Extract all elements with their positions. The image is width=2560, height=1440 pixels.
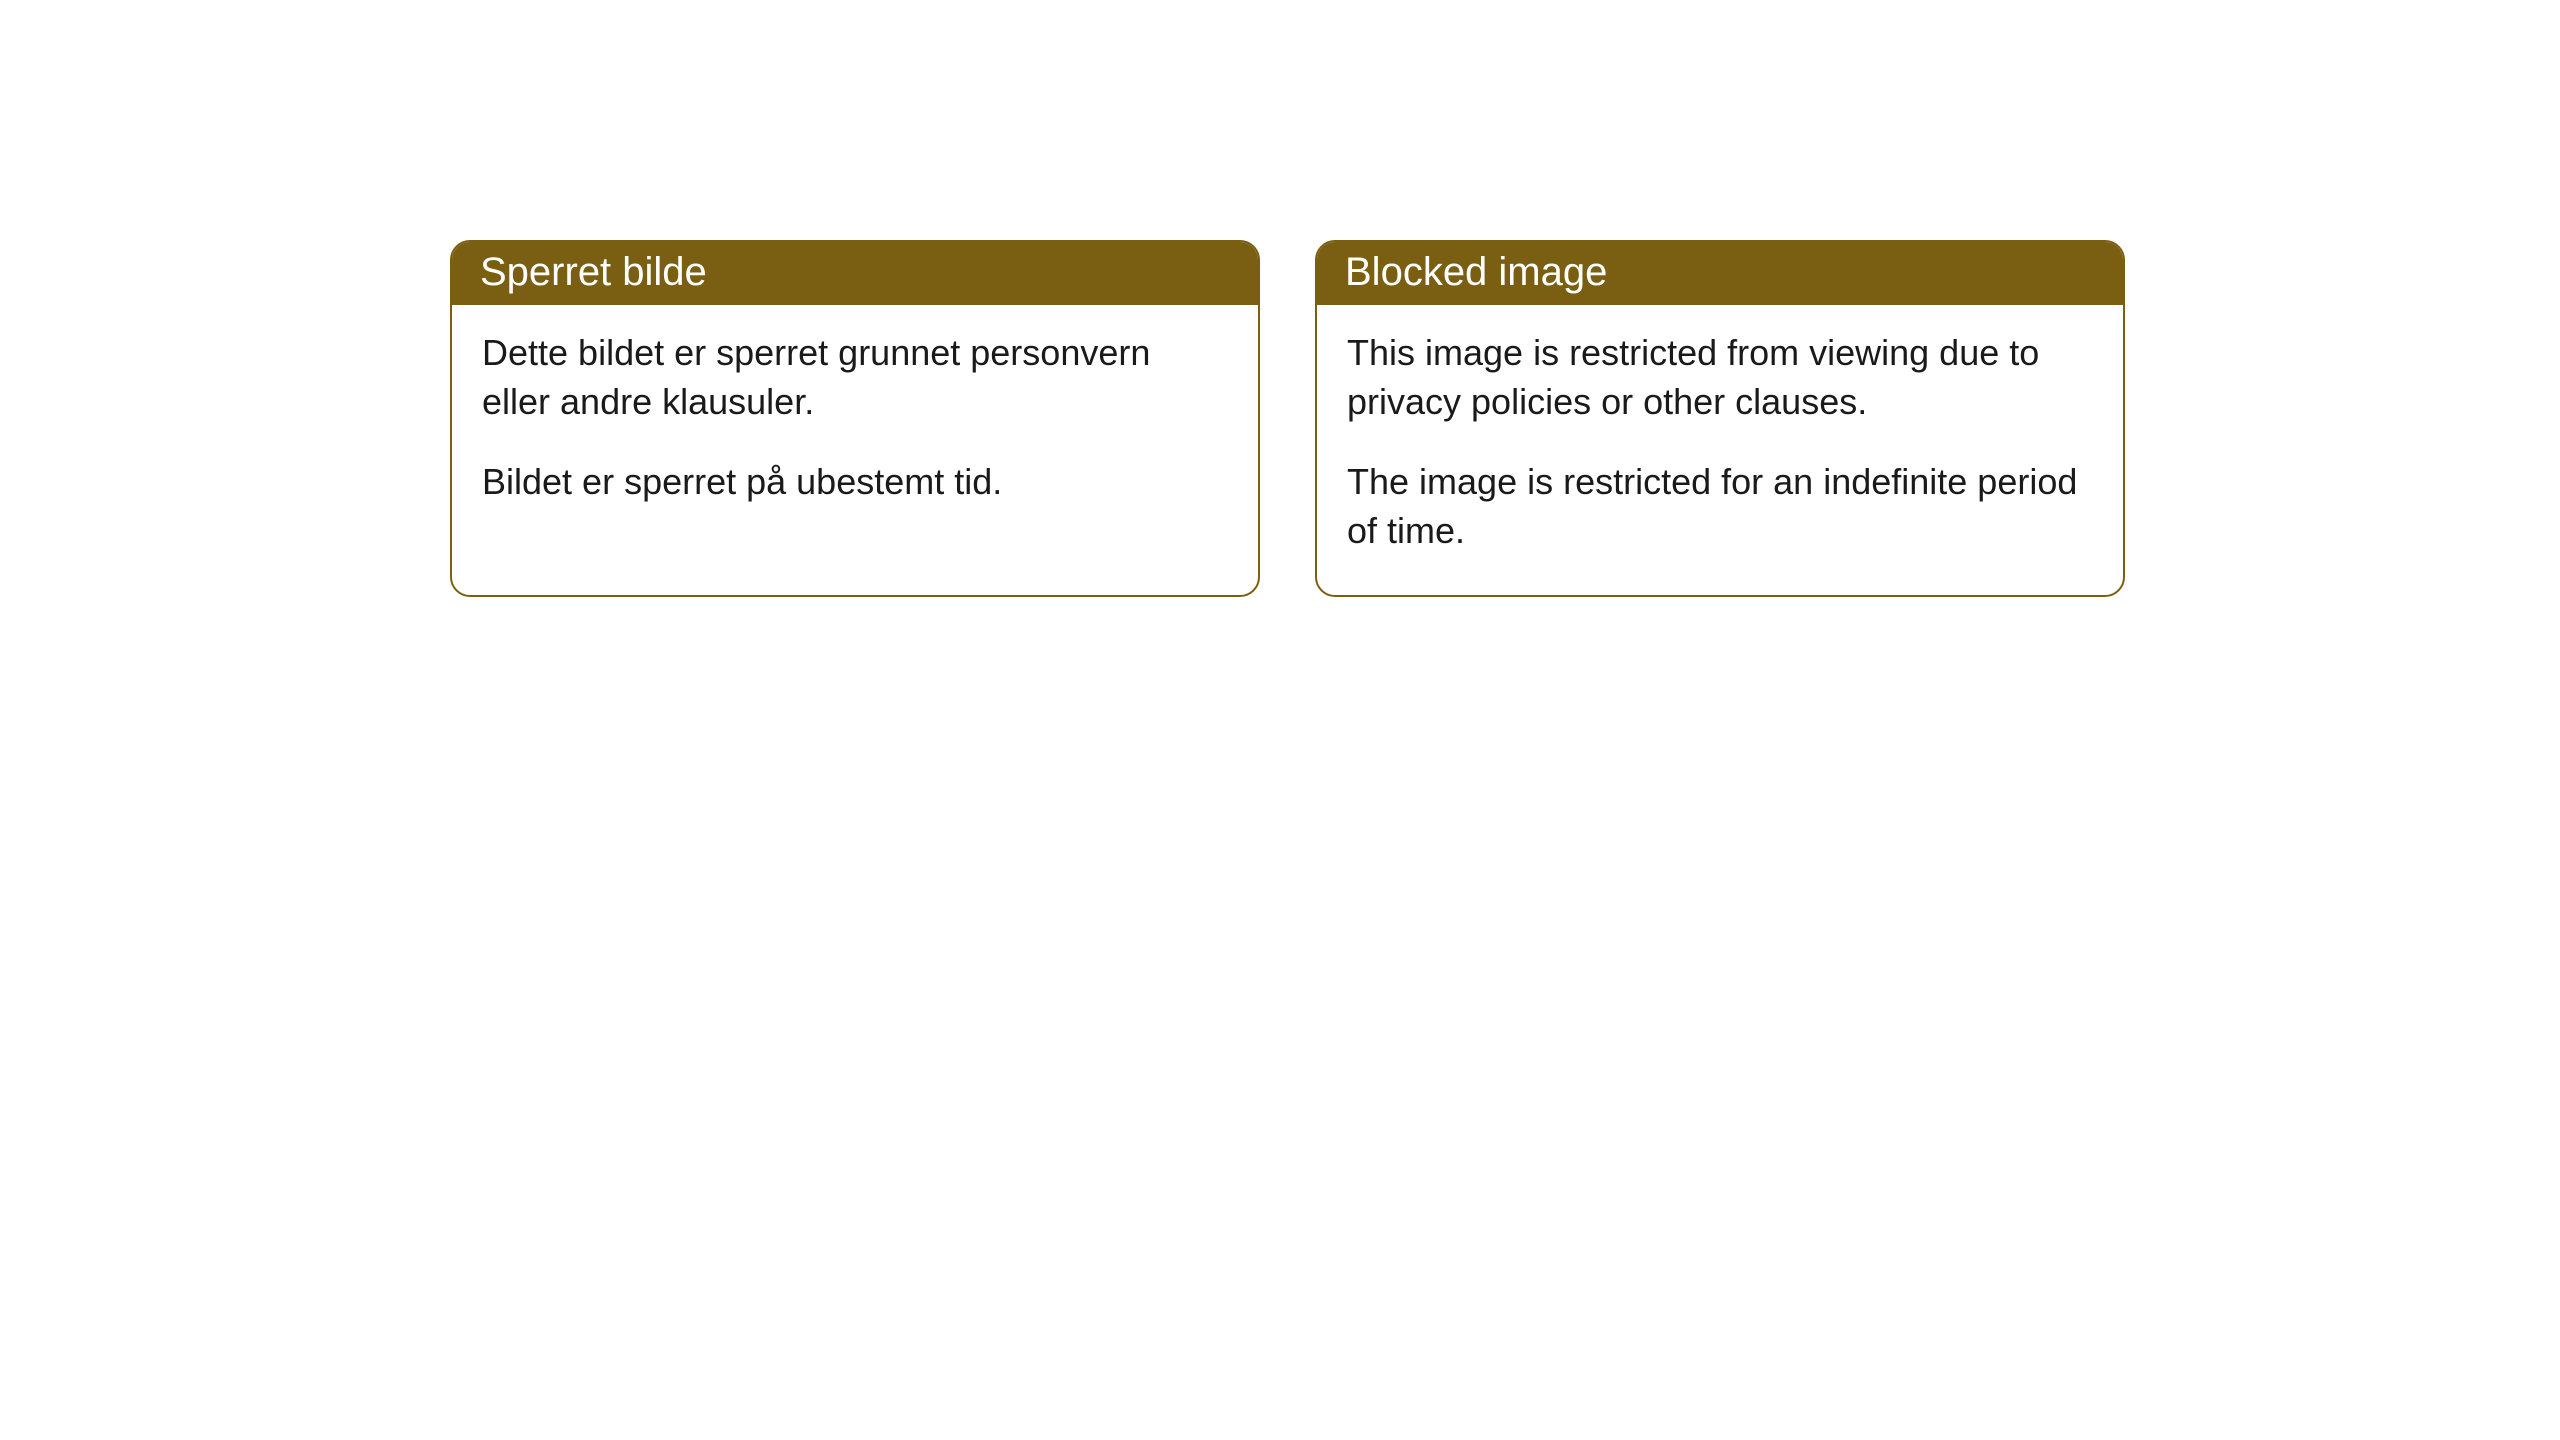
card-title: Blocked image [1345, 250, 1607, 294]
card-text-line2: Bildet er sperret på ubestemt tid. [482, 458, 1228, 507]
blocked-image-card-english: Blocked image This image is restricted f… [1315, 240, 2125, 597]
card-header-norwegian: Sperret bilde [452, 242, 1258, 305]
blocked-image-card-norwegian: Sperret bilde Dette bildet er sperret gr… [450, 240, 1260, 597]
card-header-english: Blocked image [1317, 242, 2123, 305]
card-text-line1: This image is restricted from viewing du… [1347, 329, 2093, 426]
card-text-line2: The image is restricted for an indefinit… [1347, 458, 2093, 555]
notice-container: Sperret bilde Dette bildet er sperret gr… [0, 0, 2560, 597]
card-body-english: This image is restricted from viewing du… [1317, 305, 2123, 595]
card-text-line1: Dette bildet er sperret grunnet personve… [482, 329, 1228, 426]
card-title: Sperret bilde [480, 250, 707, 294]
card-body-norwegian: Dette bildet er sperret grunnet personve… [452, 305, 1258, 547]
